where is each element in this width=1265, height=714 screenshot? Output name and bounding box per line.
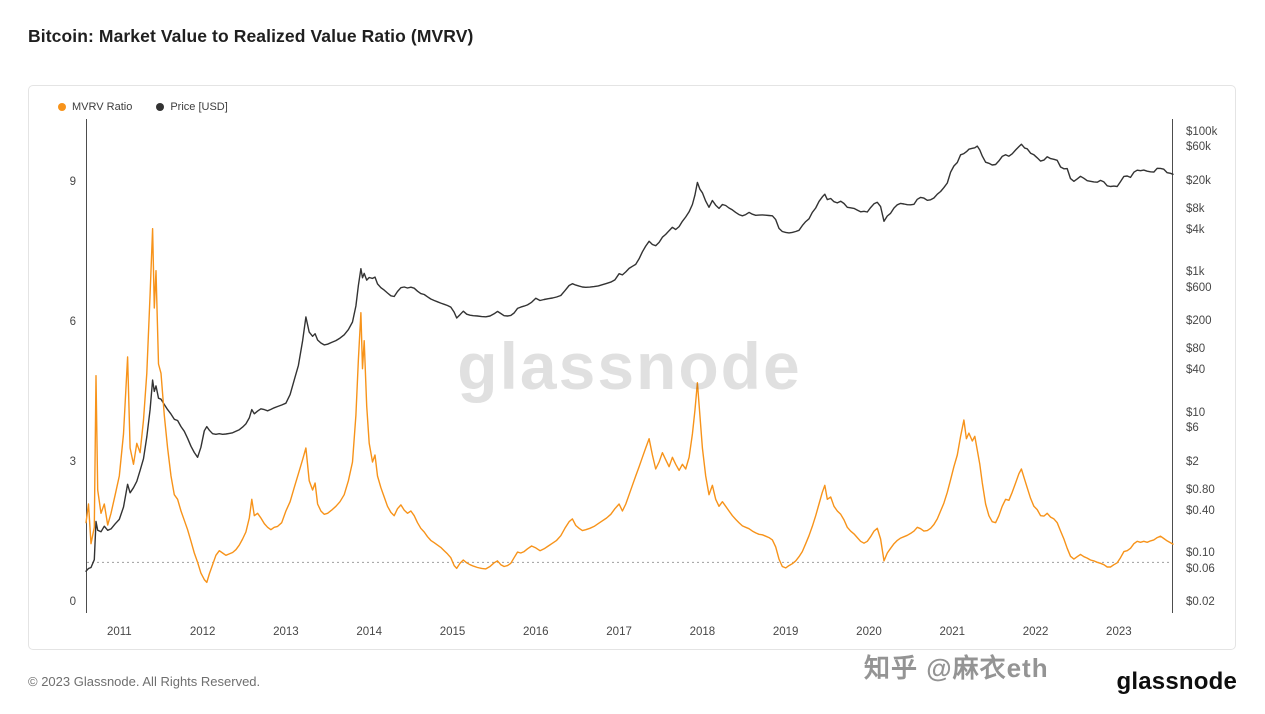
x-axis-tick: 2012 xyxy=(189,626,216,638)
x-axis-tick: 2017 xyxy=(606,626,632,638)
y-axis-left-tick: 0 xyxy=(69,596,76,608)
legend-item-mvrv-ratio[interactable]: MVRV Ratio xyxy=(58,101,132,113)
y-axis-left-tick: 3 xyxy=(69,456,76,468)
y-axis-right-tick: $600 xyxy=(1186,281,1212,294)
x-axis-tick: 2011 xyxy=(106,626,132,638)
x-axis-tick: 2018 xyxy=(689,626,716,638)
y-axis-right-tick: $0.06 xyxy=(1186,562,1215,575)
y-axis-right-tick: $2 xyxy=(1186,455,1199,468)
chart-legend: MVRV Ratio Price [USD] xyxy=(58,101,228,113)
x-axis-tick: 2019 xyxy=(772,626,799,638)
y-axis-right-tick: $200 xyxy=(1186,315,1212,328)
page-title: Bitcoin: Market Value to Realized Value … xyxy=(28,26,474,46)
legend-label-mvrv: MVRV Ratio xyxy=(72,101,133,113)
x-axis-tick: 2015 xyxy=(439,626,466,638)
y-axis-right-tick: $0.10 xyxy=(1186,546,1215,559)
zhihu-watermark: 知乎 @麻衣eth xyxy=(864,653,1049,683)
plot-area: glassnode 0 3 6 9 $100k $60k $20k $8k $4k $1k $600… xyxy=(70,119,1217,638)
y-axis-right-tick: $0.80 xyxy=(1186,483,1215,496)
y-axis-right-tick: $1k xyxy=(1186,266,1205,279)
y-axis-right-tick: $0.40 xyxy=(1186,504,1215,517)
price-series-dot-icon xyxy=(156,103,165,111)
x-axis-tick: 2014 xyxy=(356,626,382,638)
y-axis-right-tick: $40 xyxy=(1186,364,1206,377)
y-axis-right-tick: $6 xyxy=(1186,422,1199,435)
glassnode-logo: glassnode xyxy=(1116,668,1237,695)
y-axis-right-tick: $8k xyxy=(1186,202,1205,215)
y-axis-left-tick: 6 xyxy=(69,316,76,328)
mvrv-series-dot-icon xyxy=(58,103,66,111)
x-axis-tick: 2020 xyxy=(856,626,882,638)
y-axis-right-tick: $80 xyxy=(1186,343,1206,356)
price-line xyxy=(85,143,1174,572)
chart-plot[interactable] xyxy=(85,119,1174,613)
footer-copyright: © 2023 Glassnode. All Rights Reserved. xyxy=(28,674,261,689)
x-axis-tick: 2023 xyxy=(1106,626,1132,638)
y-axis-right-tick: $10 xyxy=(1186,406,1206,419)
legend-label-price: Price [USD] xyxy=(170,101,228,113)
x-axis-tick: 2022 xyxy=(1022,626,1049,638)
chart-card: MVRV Ratio Price [USD] glassnode 0 3 6 9 $10… xyxy=(28,85,1236,650)
x-axis-tick: 2016 xyxy=(522,626,549,638)
y-axis-right-tick: $0.02 xyxy=(1186,596,1215,608)
y-axis-right-tick: $4k xyxy=(1186,223,1205,236)
y-axis-right-tick: $100k xyxy=(1186,125,1218,138)
x-axis-tick: 2013 xyxy=(273,626,299,638)
legend-item-price-usd[interactable]: Price [USD] xyxy=(156,101,228,113)
x-axis-tick: 2021 xyxy=(939,626,966,638)
y-axis-left-tick: 9 xyxy=(69,176,76,188)
mvrv-line xyxy=(85,227,1174,584)
y-axis-right-tick: $60k xyxy=(1186,141,1211,154)
y-axis-right-tick: $20k xyxy=(1186,174,1211,187)
